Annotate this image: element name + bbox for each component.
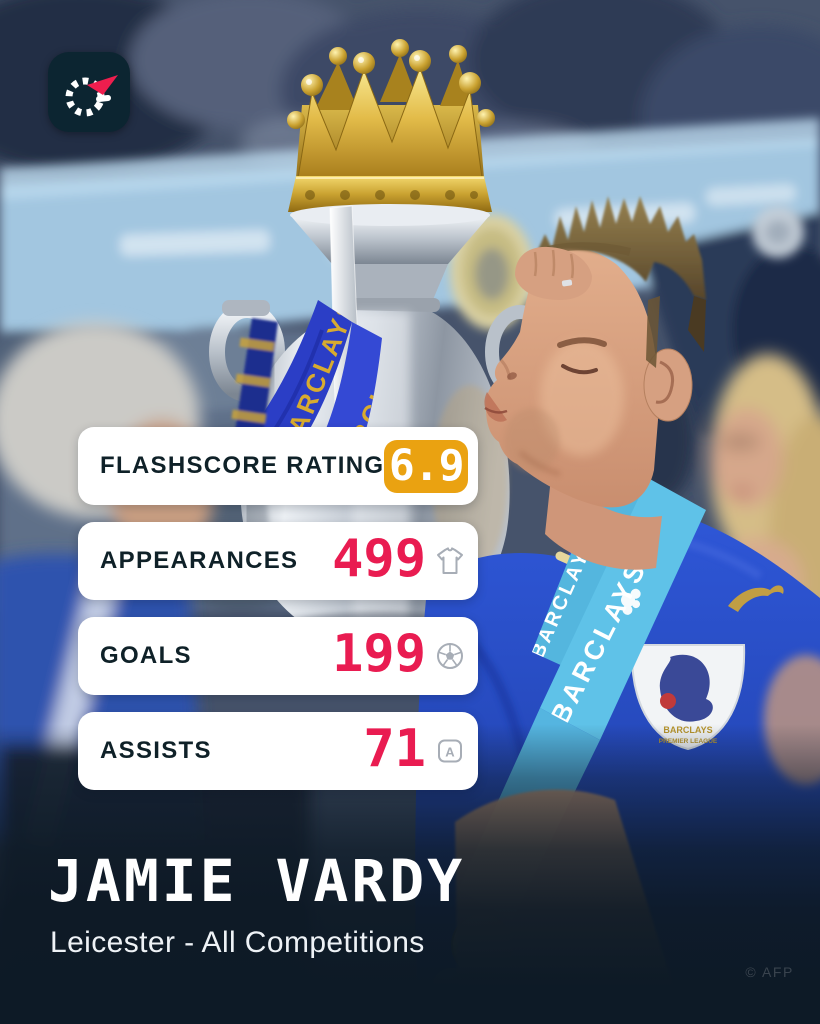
goals-value: 199	[332, 624, 426, 684]
stat-label: APPEARANCES	[100, 547, 299, 574]
assists-value: 71	[363, 719, 426, 779]
barclays-eagle-icon	[621, 588, 641, 615]
stat-card-appearances: APPEARANCES 499	[78, 522, 478, 600]
stat-label: ASSISTS	[100, 737, 212, 764]
blurred-crest	[450, 206, 804, 330]
stat-label: GOALS	[100, 642, 192, 669]
stat-card-goals: GOALS 199	[78, 617, 478, 695]
rating-value: 6.9	[388, 441, 465, 491]
stat-label: FLASHSCORE RATING	[100, 452, 385, 479]
player-name: JAMIE VARDY	[48, 847, 466, 915]
rating-badge: 6.9	[384, 439, 468, 493]
photo-credit: © AFP	[745, 964, 794, 980]
puma-logo	[728, 585, 784, 612]
flashscore-logo	[48, 52, 130, 132]
svg-text:A: A	[445, 745, 455, 760]
player-subtitle: Leicester - All Competitions	[50, 926, 425, 959]
stat-card-rating: FLASHSCORE RATING 6.9	[78, 427, 478, 505]
hair	[534, 196, 706, 368]
player-name-block: JAMIE VARDY Leicester - All Competitions	[48, 852, 465, 960]
patch-text-line2: PREMIER LEAGUE	[659, 738, 718, 745]
patch-text-line1: BARCLAYS	[663, 725, 712, 735]
trophy-crown	[287, 39, 495, 212]
face	[484, 246, 658, 508]
assist-icon: A	[438, 739, 462, 763]
stat-card-assists: ASSISTS 71 A	[78, 712, 478, 790]
jersey-icon	[437, 547, 463, 574]
flashscore-speedometer-icon	[65, 75, 118, 117]
stats-panel: FLASHSCORE RATING 6.9 APPEARANCES 499 GO…	[78, 427, 478, 807]
appearances-value: 499	[332, 529, 426, 589]
leicester-scarf	[231, 318, 278, 458]
trophy-ribbon: BARCLAYS BARCLAYS	[231, 300, 382, 490]
hand	[515, 246, 592, 300]
football-icon	[437, 643, 463, 669]
